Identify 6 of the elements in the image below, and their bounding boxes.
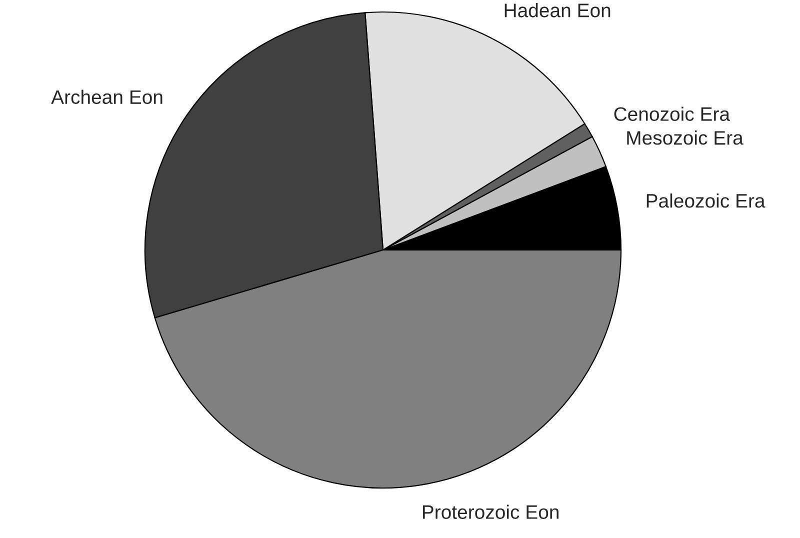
slice-label: Hadean Eon (504, 3, 610, 18)
slice-label: Cenozoic Era (614, 106, 730, 121)
slice-label: Proterozoic Eon (422, 504, 558, 519)
slice-label: Paleozoic Era (646, 193, 766, 208)
slice-label: Mesozoic Era (627, 130, 744, 145)
slice-label: Archean Eon (51, 90, 162, 104)
